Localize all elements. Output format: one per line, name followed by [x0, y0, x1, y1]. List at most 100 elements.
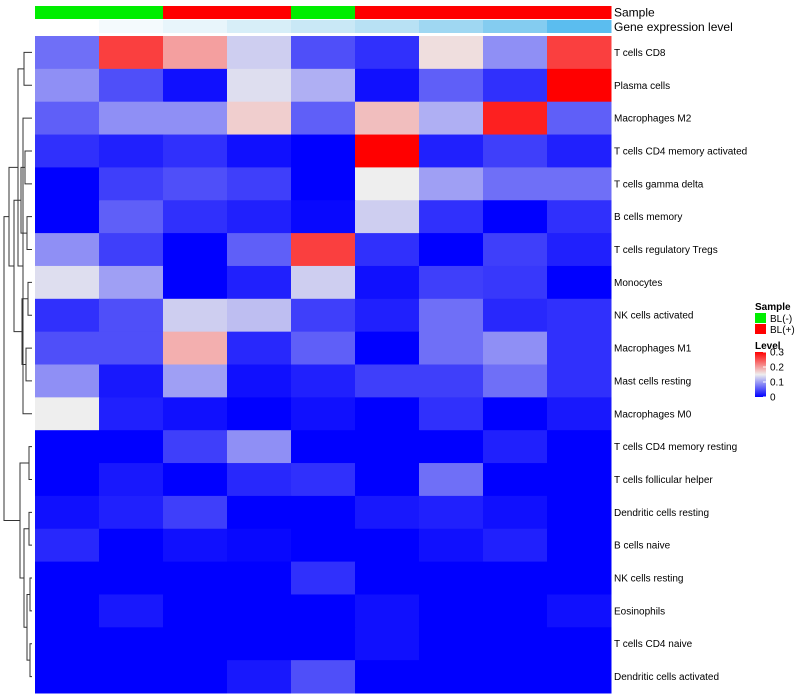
legend-sample-title: Sample [755, 302, 791, 313]
legend-colorbar [755, 352, 766, 397]
heatmap-cell [419, 561, 484, 595]
heatmap-cell [419, 627, 484, 661]
row-label-t-cells-follicular-helper: T cells follicular helper [614, 475, 713, 486]
heatmap-cell [99, 528, 164, 563]
row-label-dendritic-cells-resting: Dendritic cells resting [614, 508, 709, 519]
heatmap-cell [355, 528, 420, 563]
expression-annotation-cell [291, 20, 356, 33]
heatmap-cell [163, 265, 228, 300]
heatmap-cell [483, 331, 548, 365]
heatmap-cell [355, 68, 420, 103]
heatmap-cell [483, 528, 548, 563]
heatmap-cell [35, 561, 100, 595]
row-label-t-cells-cd4-memory-resting: T cells CD4 memory resting [614, 442, 737, 453]
heatmap-cell [419, 101, 484, 136]
legend-level-ticks: 0.3 0.2 0.1 0 [763, 348, 784, 404]
heatmap-cell [355, 200, 420, 234]
heatmap-cell [35, 528, 100, 563]
row-label-eosinophils: Eosinophils [614, 606, 665, 617]
heatmap-cell [419, 265, 484, 300]
heatmap-cell [355, 36, 420, 70]
heatmap-cell [547, 528, 612, 563]
heatmap-cell [35, 167, 100, 201]
heatmap-cell [99, 167, 164, 201]
heatmap-cell [163, 167, 228, 201]
heatmap-cell [35, 233, 100, 267]
heatmap-cell [35, 265, 100, 300]
heatmap-cell [419, 134, 484, 168]
heatmap-cell [35, 298, 100, 333]
heatmap-cell [163, 660, 228, 694]
heatmap-cell [419, 594, 484, 628]
heatmap-cell [291, 528, 356, 563]
heatmap-cell [291, 430, 356, 464]
heatmap-cell [483, 233, 548, 267]
heatmap-cell [355, 331, 420, 365]
heatmap-cell [227, 660, 292, 694]
heatmap-cell [291, 627, 356, 661]
heatmap-cell [355, 430, 420, 464]
heatmap-cell [355, 660, 420, 694]
heatmap-cell [35, 200, 100, 234]
heatmap-cell [35, 134, 100, 168]
sample-annotation-cell [163, 6, 228, 19]
heatmap-cell [227, 463, 292, 497]
heatmap-cell [355, 134, 420, 168]
heatmap-cell [99, 265, 164, 300]
heatmap-cell [99, 364, 164, 398]
heatmap-cell [355, 594, 420, 628]
heatmap-cell [419, 528, 484, 563]
heatmap-cell [547, 200, 612, 234]
heatmap-cell [227, 495, 292, 530]
expression-annotation-cell [483, 20, 548, 33]
heatmap-cell [291, 101, 356, 136]
heatmap-cell [355, 463, 420, 497]
heatmap-cell [227, 233, 292, 267]
expression-annotation-cell [99, 20, 164, 33]
heatmap-cell [355, 101, 420, 136]
heatmap-cell [99, 660, 164, 694]
heatmap-cell [483, 463, 548, 497]
heatmap-cell [35, 101, 100, 136]
heatmap-cell [35, 627, 100, 661]
sample-annotation-cell [355, 6, 420, 19]
heatmap-cell [483, 495, 548, 530]
heatmap-cell [547, 298, 612, 333]
heatmap-cell [99, 68, 164, 103]
sample-annotation-cell [291, 6, 356, 19]
heatmap-cell [163, 36, 228, 70]
heatmap-cell [419, 68, 484, 103]
heatmap-cell [227, 134, 292, 168]
heatmap-cell [35, 331, 100, 365]
heatmap-cell [99, 101, 164, 136]
heatmap-cell [227, 265, 292, 300]
heatmap-cell [355, 233, 420, 267]
heatmap-cell [355, 627, 420, 661]
heatmap-cell [99, 430, 164, 464]
dendrogram-branch [3, 216, 20, 522]
heatmap-cell [419, 463, 484, 497]
heatmap-cell [291, 364, 356, 398]
row-label-nk-cells-activated: NK cells activated [614, 311, 693, 322]
heatmap-cell [227, 397, 292, 431]
heatmap-cell [227, 200, 292, 234]
heatmap-cell [547, 561, 612, 595]
level-tick-label: 0 [770, 393, 776, 404]
expression-annotation-cell [355, 20, 420, 33]
heatmap-cell [227, 430, 292, 464]
level-tick-label: 0.3 [770, 348, 784, 359]
heatmap-cell [483, 660, 548, 694]
heatmap-cell [547, 463, 612, 497]
heatmap-cell [163, 298, 228, 333]
dendrogram-branch [29, 577, 32, 612]
heatmap-cell [419, 36, 484, 70]
row-label-t-cells-regulatory-tregs: T cells regulatory Tregs [614, 245, 718, 256]
heatmap-cell [355, 167, 420, 201]
heatmap-cell [227, 364, 292, 398]
heatmap-cell [35, 594, 100, 628]
heatmap-cell [35, 36, 100, 70]
heatmap-cell [291, 200, 356, 234]
heatmap-cell [291, 397, 356, 431]
annotation-labels: Sample Gene expression level [614, 6, 733, 35]
